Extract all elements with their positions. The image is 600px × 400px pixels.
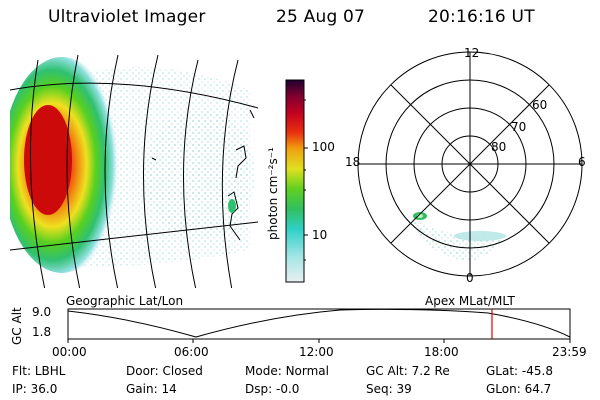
colorbar-tick-10: 10 <box>312 228 328 242</box>
lat-label-60: 60 <box>532 98 548 112</box>
info-glat-value: -45.8 <box>521 364 553 378</box>
polar-plot <box>357 51 583 277</box>
instrument-title: Ultraviolet Imager <box>48 7 206 27</box>
info-ip-label: IP: <box>12 382 27 396</box>
altitude-plot <box>67 308 571 343</box>
info-door-label: Door: <box>126 364 159 378</box>
info-flt: Flt: LBHL <box>12 364 65 378</box>
info-mode-value: Normal <box>285 364 329 378</box>
colorbar <box>285 79 305 283</box>
info-dsp-label: Dsp: <box>245 382 273 396</box>
info-glon-label: GLon: <box>486 382 521 396</box>
colorbar-tick-100: 100 <box>312 140 335 154</box>
info-seq-value: 39 <box>396 382 412 396</box>
info-mode-label: Mode: <box>245 364 282 378</box>
info-gain-label: Gain: <box>126 382 158 396</box>
apex-projection-label: Apex MLat/MLT <box>425 294 515 308</box>
info-gain: Gain: 14 <box>126 382 177 396</box>
info-door: Door: Closed <box>126 364 203 378</box>
info-glon-value: 64.7 <box>524 382 552 396</box>
time-label: 20:16:16 UT <box>428 7 535 27</box>
info-door-value: Closed <box>162 364 203 378</box>
info-seq: Seq: 39 <box>366 382 412 396</box>
info-mode: Mode: Normal <box>245 364 329 378</box>
altitude-ytick-max: 9.0 <box>32 305 52 319</box>
info-dsp-value: -0.0 <box>275 382 300 396</box>
info-flt-value: LBHL <box>34 364 66 378</box>
info-glon: GLon: 64.7 <box>486 382 551 396</box>
time-tick-1800: 18:00 <box>424 345 459 359</box>
date-label: 25 Aug 07 <box>276 7 366 27</box>
info-ip: IP: 36.0 <box>12 382 57 396</box>
info-flt-label: Flt: <box>12 364 31 378</box>
info-ip-value: 36.0 <box>30 382 58 396</box>
altitude-ytick-min: 1.8 <box>32 325 52 339</box>
info-seq-label: Seq: <box>366 382 393 396</box>
time-tick-2359: 23:59 <box>552 345 587 359</box>
info-glat: GLat: -45.8 <box>486 364 553 378</box>
colorbar-unit-label: photon cm⁻²s⁻¹ <box>266 147 280 240</box>
time-tick-0000: 00:00 <box>52 345 87 359</box>
mlt-label-18: 18 <box>345 155 361 169</box>
info-gain-value: 14 <box>161 382 177 396</box>
time-tick-1200: 12:00 <box>299 345 334 359</box>
lat-label-70: 70 <box>511 120 527 134</box>
info-glat-label: GLat: <box>486 364 519 378</box>
info-gc-alt-label: GC Alt: <box>366 364 408 378</box>
geographic-projection-label: Geographic Lat/Lon <box>66 294 184 308</box>
info-gc-alt-value: 7.2 Re <box>411 364 450 378</box>
info-dsp: Dsp: -0.0 <box>245 382 299 396</box>
mlt-label-6: 6 <box>578 155 586 169</box>
geographic-image <box>10 55 258 288</box>
lat-label-80: 80 <box>491 140 507 154</box>
altitude-ylabel: GC Alt <box>10 307 24 345</box>
mlt-label-12: 12 <box>464 46 480 60</box>
time-tick-0600: 06:00 <box>174 345 209 359</box>
info-gc-alt: GC Alt: 7.2 Re <box>366 364 450 378</box>
mlt-label-0: 0 <box>466 271 474 285</box>
